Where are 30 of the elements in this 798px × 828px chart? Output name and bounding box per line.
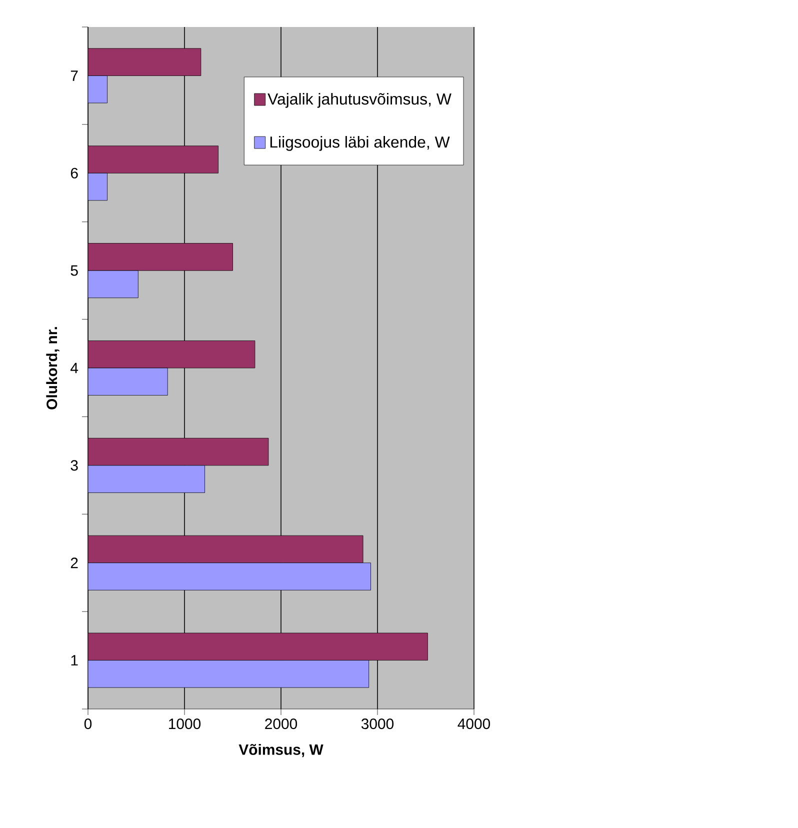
bar bbox=[88, 465, 205, 493]
y-tick-label: 6 bbox=[70, 168, 78, 178]
y-tick-label: 1 bbox=[71, 655, 78, 666]
bar bbox=[88, 76, 108, 104]
legend-label: Vajalik jahutusvõimsus, W bbox=[268, 92, 452, 108]
bar bbox=[88, 340, 256, 368]
y-axis-title: Olukord, nr. bbox=[46, 327, 60, 410]
y-tick-label: 4 bbox=[70, 362, 78, 374]
legend-label: Liigsoojus läbi akende, W bbox=[270, 136, 450, 151]
bar bbox=[88, 270, 138, 298]
bar bbox=[88, 243, 233, 271]
bar bbox=[88, 146, 218, 174]
bar bbox=[88, 438, 269, 466]
y-tick-label: 2 bbox=[70, 558, 78, 568]
x-tick-label: 0 bbox=[84, 718, 92, 730]
x-tick-label: 3000 bbox=[361, 718, 394, 730]
bar bbox=[88, 48, 202, 76]
bar bbox=[88, 535, 364, 564]
y-tick-label: 7 bbox=[70, 70, 78, 81]
bar bbox=[88, 172, 108, 201]
x-tick-label: 1000 bbox=[169, 718, 201, 730]
x-tick-label: 2000 bbox=[265, 718, 298, 730]
bar bbox=[88, 368, 168, 396]
y-tick-label: 5 bbox=[70, 265, 78, 276]
bar bbox=[88, 632, 428, 660]
bar bbox=[88, 660, 370, 688]
bar bbox=[88, 562, 371, 590]
x-tick-label: 4000 bbox=[458, 718, 490, 730]
y-tick-label: 3 bbox=[70, 460, 78, 471]
x-axis-title: Võimsus, W bbox=[238, 744, 324, 758]
